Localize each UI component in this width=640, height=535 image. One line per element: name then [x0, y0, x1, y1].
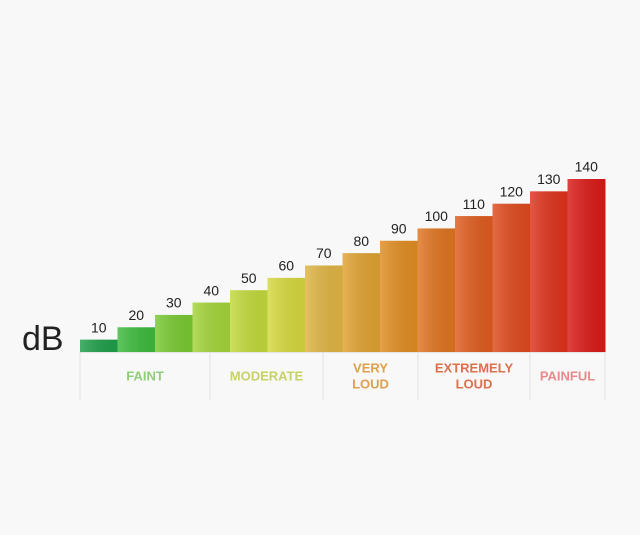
group-label: PAINFUL — [540, 368, 595, 383]
value-label: 60 — [278, 258, 294, 274]
group-label: MODERATE — [230, 368, 304, 383]
bar-shade — [530, 191, 568, 352]
group-label: EXTREMELY — [435, 360, 514, 375]
group-label: LOUD — [352, 376, 389, 391]
value-label: 80 — [353, 233, 369, 249]
value-label: 130 — [537, 171, 561, 187]
bar-shade — [417, 228, 455, 352]
value-label: 140 — [575, 159, 599, 175]
value-label: 100 — [425, 208, 449, 224]
bar-shade — [380, 240, 418, 352]
bar-shade — [342, 253, 380, 352]
value-label: 90 — [391, 220, 407, 236]
bar-shade — [155, 314, 193, 352]
bar-shade — [567, 179, 605, 352]
group-label: FAINT — [126, 368, 164, 383]
value-label: 70 — [316, 245, 332, 261]
bar-shade — [117, 327, 155, 352]
value-label: 20 — [128, 307, 144, 323]
value-label: 110 — [463, 196, 486, 212]
y-axis-label: dB — [22, 320, 64, 358]
value-label: 30 — [166, 295, 182, 311]
bar-shade — [492, 203, 530, 352]
bar-shade — [80, 339, 118, 352]
bar-shade — [230, 290, 268, 352]
value-label: 10 — [91, 319, 107, 335]
group-label: VERY — [353, 360, 388, 375]
bar-shade — [192, 302, 230, 352]
group-label: LOUD — [456, 376, 493, 391]
value-label: 50 — [241, 270, 257, 286]
value-label: 40 — [203, 282, 219, 298]
bar-shade — [455, 216, 493, 352]
bar-shade — [267, 277, 305, 352]
bar-shade — [305, 265, 343, 352]
value-label: 120 — [500, 183, 524, 199]
